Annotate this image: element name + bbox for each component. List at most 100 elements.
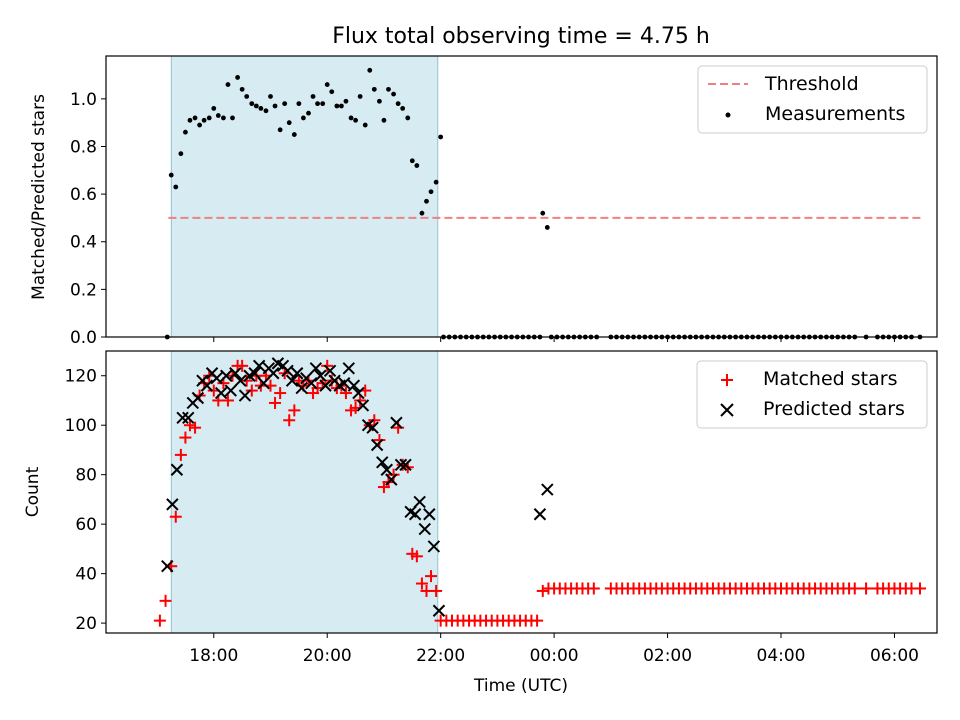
x-axis-label: Time (UTC) — [473, 676, 568, 696]
measurement-point — [282, 101, 288, 107]
y-tick-label: 120 — [65, 367, 97, 387]
predicted-star-point — [191, 391, 205, 405]
predicted-star-point — [413, 495, 426, 509]
measurement-point — [405, 115, 411, 121]
matched-star-point — [860, 582, 873, 595]
predicted-star-point — [281, 364, 294, 377]
predicted-star-point — [248, 367, 261, 380]
matched-star-point — [531, 614, 544, 627]
predicted-star-point — [319, 379, 332, 392]
measurement-point — [357, 94, 363, 99]
matched-star-point — [415, 577, 428, 590]
measurement-point — [201, 117, 207, 123]
measurement-point — [187, 117, 193, 123]
x-tick-label: 22:00 — [416, 646, 465, 666]
measurement-point — [433, 179, 439, 185]
ratio-panel-y-ticks: 0.0 0.2 0.4 0.6 0.8 1.0 — [70, 90, 106, 348]
measurement-point — [300, 115, 306, 121]
x-tick-label: 06:00 — [870, 646, 919, 666]
matched-star-point — [183, 419, 196, 432]
measurement-point — [239, 86, 245, 92]
measurement-point — [215, 113, 221, 118]
measurement-point — [329, 89, 335, 95]
matched-star-point — [159, 594, 172, 607]
y-tick-label: 0.0 — [70, 328, 97, 348]
predicted-star-point — [376, 456, 389, 469]
y-tick-label: 20 — [75, 614, 97, 634]
measurement-point — [395, 101, 401, 107]
predicted-star-point — [323, 364, 337, 377]
legend-measurements-swatch — [725, 112, 731, 118]
predicted-star-point — [176, 411, 189, 424]
measurement-point — [339, 103, 344, 109]
predicted-star-point — [285, 374, 299, 387]
matched-star-point — [221, 394, 234, 407]
y-tick-label: 0.4 — [70, 233, 97, 253]
predicted-star-point — [229, 367, 242, 380]
count-panel: 20 40 60 80 100 120 18:00 20:00 22:00 00:00 02:00… — [23, 350, 938, 666]
measurement-point — [291, 132, 297, 137]
measurement-point — [371, 86, 377, 92]
matched-star-point — [245, 384, 258, 397]
matched-star-point — [179, 431, 192, 444]
count-panel-x-ticks: 18:00 20:00 22:00 00:00 02:00 04:00 06:00 — [189, 633, 919, 666]
measurement-point — [310, 94, 316, 99]
ratio-panel-frame — [105, 55, 938, 338]
matched-star-point — [274, 387, 287, 400]
predicted-star-point — [347, 379, 361, 392]
predicted-star-point — [220, 369, 233, 382]
matched-star-point — [587, 582, 600, 595]
legend-measurements-label: Measurements — [765, 103, 905, 125]
matched-star-point — [283, 414, 296, 427]
measurement-point — [197, 122, 202, 128]
count-panel-legend: Matched stars Predicted stars — [696, 360, 928, 429]
measurement-point — [230, 115, 235, 121]
predicted-star-point — [309, 362, 323, 375]
predicted-star-point — [342, 362, 355, 375]
predicted-star-point — [166, 498, 179, 511]
matched-star-point — [430, 584, 443, 597]
matched-star-point — [913, 582, 926, 595]
predicted-star-point — [356, 399, 370, 412]
predicted-star-point — [394, 458, 408, 471]
measurement-point — [540, 210, 546, 216]
matched-star-point — [169, 510, 182, 523]
matched-star-point — [410, 550, 423, 563]
predicted-star-point — [399, 458, 412, 471]
predicted-star-point — [234, 374, 247, 387]
predicted-star-point — [390, 416, 403, 429]
ratio-panel-x-ticks — [213, 337, 895, 342]
predicted-star-point — [238, 389, 252, 402]
predicted-star-point — [305, 376, 318, 390]
measurement-point — [211, 105, 217, 111]
y-tick-label: 60 — [75, 515, 97, 535]
measurement-point — [424, 198, 429, 204]
measurement-point — [367, 67, 373, 73]
measurement-point — [272, 103, 278, 109]
y-tick-label: 1.0 — [70, 90, 97, 110]
matched-star-point — [240, 374, 253, 387]
count-panel-y-axis-label: Count — [23, 466, 43, 517]
measurement-point — [544, 225, 550, 230]
matched-star-point — [339, 387, 352, 400]
measurement-point — [348, 115, 354, 121]
measurement-point — [353, 117, 358, 123]
predicted-star-point — [427, 540, 441, 553]
measurement-point — [362, 122, 368, 128]
measurement-point — [428, 189, 434, 195]
predicted-star-point — [366, 421, 379, 434]
predicted-star-point — [423, 508, 436, 521]
measurement-point — [277, 127, 283, 133]
measurement-point — [268, 94, 273, 99]
count-panel-legend-box — [696, 360, 928, 429]
y-tick-label: 0.2 — [70, 280, 97, 300]
predicted-star-point — [200, 379, 214, 392]
measurement-point — [221, 115, 226, 121]
measurement-point — [168, 172, 174, 178]
count-panel-y-ticks: 20 40 60 80 100 120 — [65, 367, 106, 634]
measurement-point — [381, 117, 387, 123]
predicted-star-point — [541, 483, 554, 496]
measurement-point — [178, 151, 184, 157]
measurement-point — [315, 101, 320, 107]
